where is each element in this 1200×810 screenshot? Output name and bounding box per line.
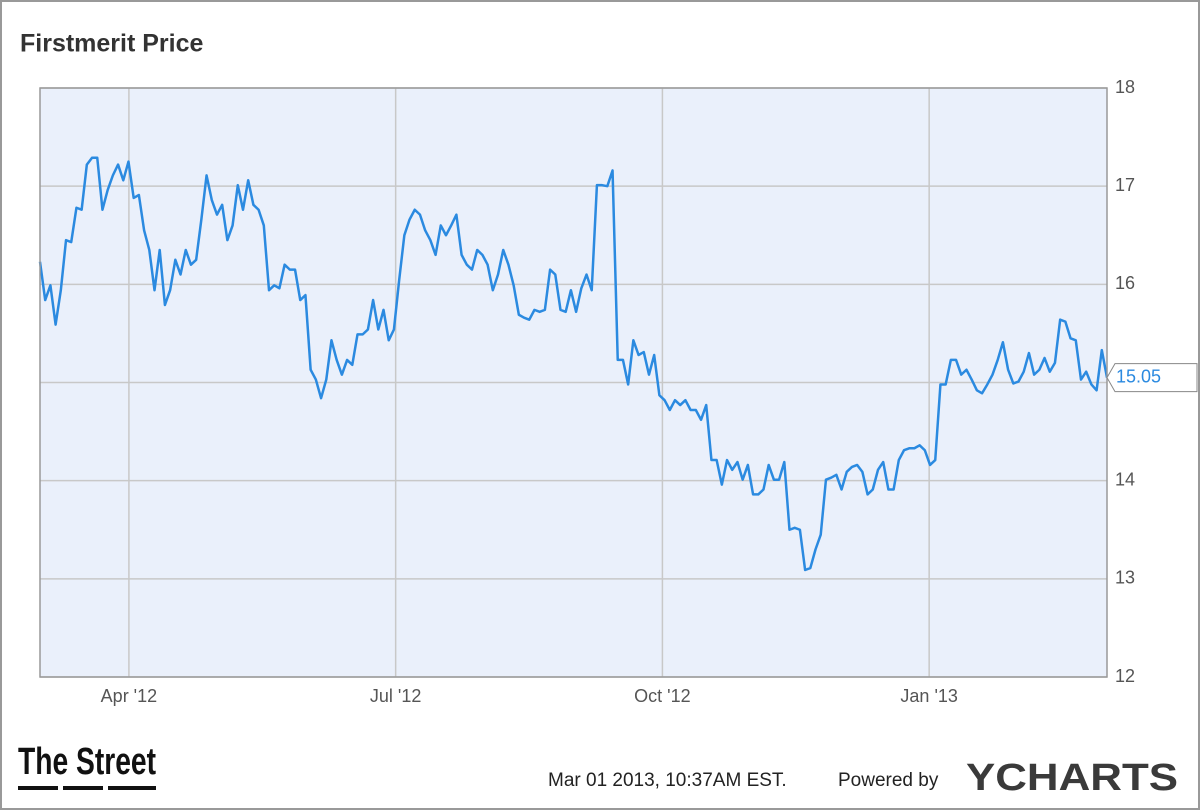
brand: The Street: [18, 741, 156, 783]
y-tick-label: 18: [1115, 77, 1135, 97]
timestamp: Mar 01 2013, 10:37AM EST.: [548, 770, 787, 791]
brand-stripes: [18, 786, 156, 790]
y-tick-label: 12: [1115, 666, 1135, 686]
last-value-label: 15.05: [1116, 366, 1161, 386]
ycharts-logo: YCHARTS: [966, 757, 1178, 799]
last-value-tag: 15.05: [1106, 363, 1198, 393]
x-tick-label: Oct '12: [634, 686, 690, 706]
y-tick-label: 16: [1115, 273, 1135, 293]
price-line: [38, 156, 1109, 572]
y-tick-label: 14: [1115, 469, 1135, 489]
last-value-box: [1106, 363, 1198, 393]
powered-by: Powered by: [838, 770, 939, 791]
x-tick-label: Jan '13: [900, 686, 957, 706]
x-tick-label: Apr '12: [101, 686, 157, 706]
plot-border: [39, 87, 1108, 678]
y-tick-label: 13: [1115, 568, 1135, 588]
y-tick-label: 17: [1115, 175, 1135, 195]
chart-title: Firstmerit Price: [20, 30, 204, 58]
x-tick-label: Jul '12: [370, 686, 421, 706]
